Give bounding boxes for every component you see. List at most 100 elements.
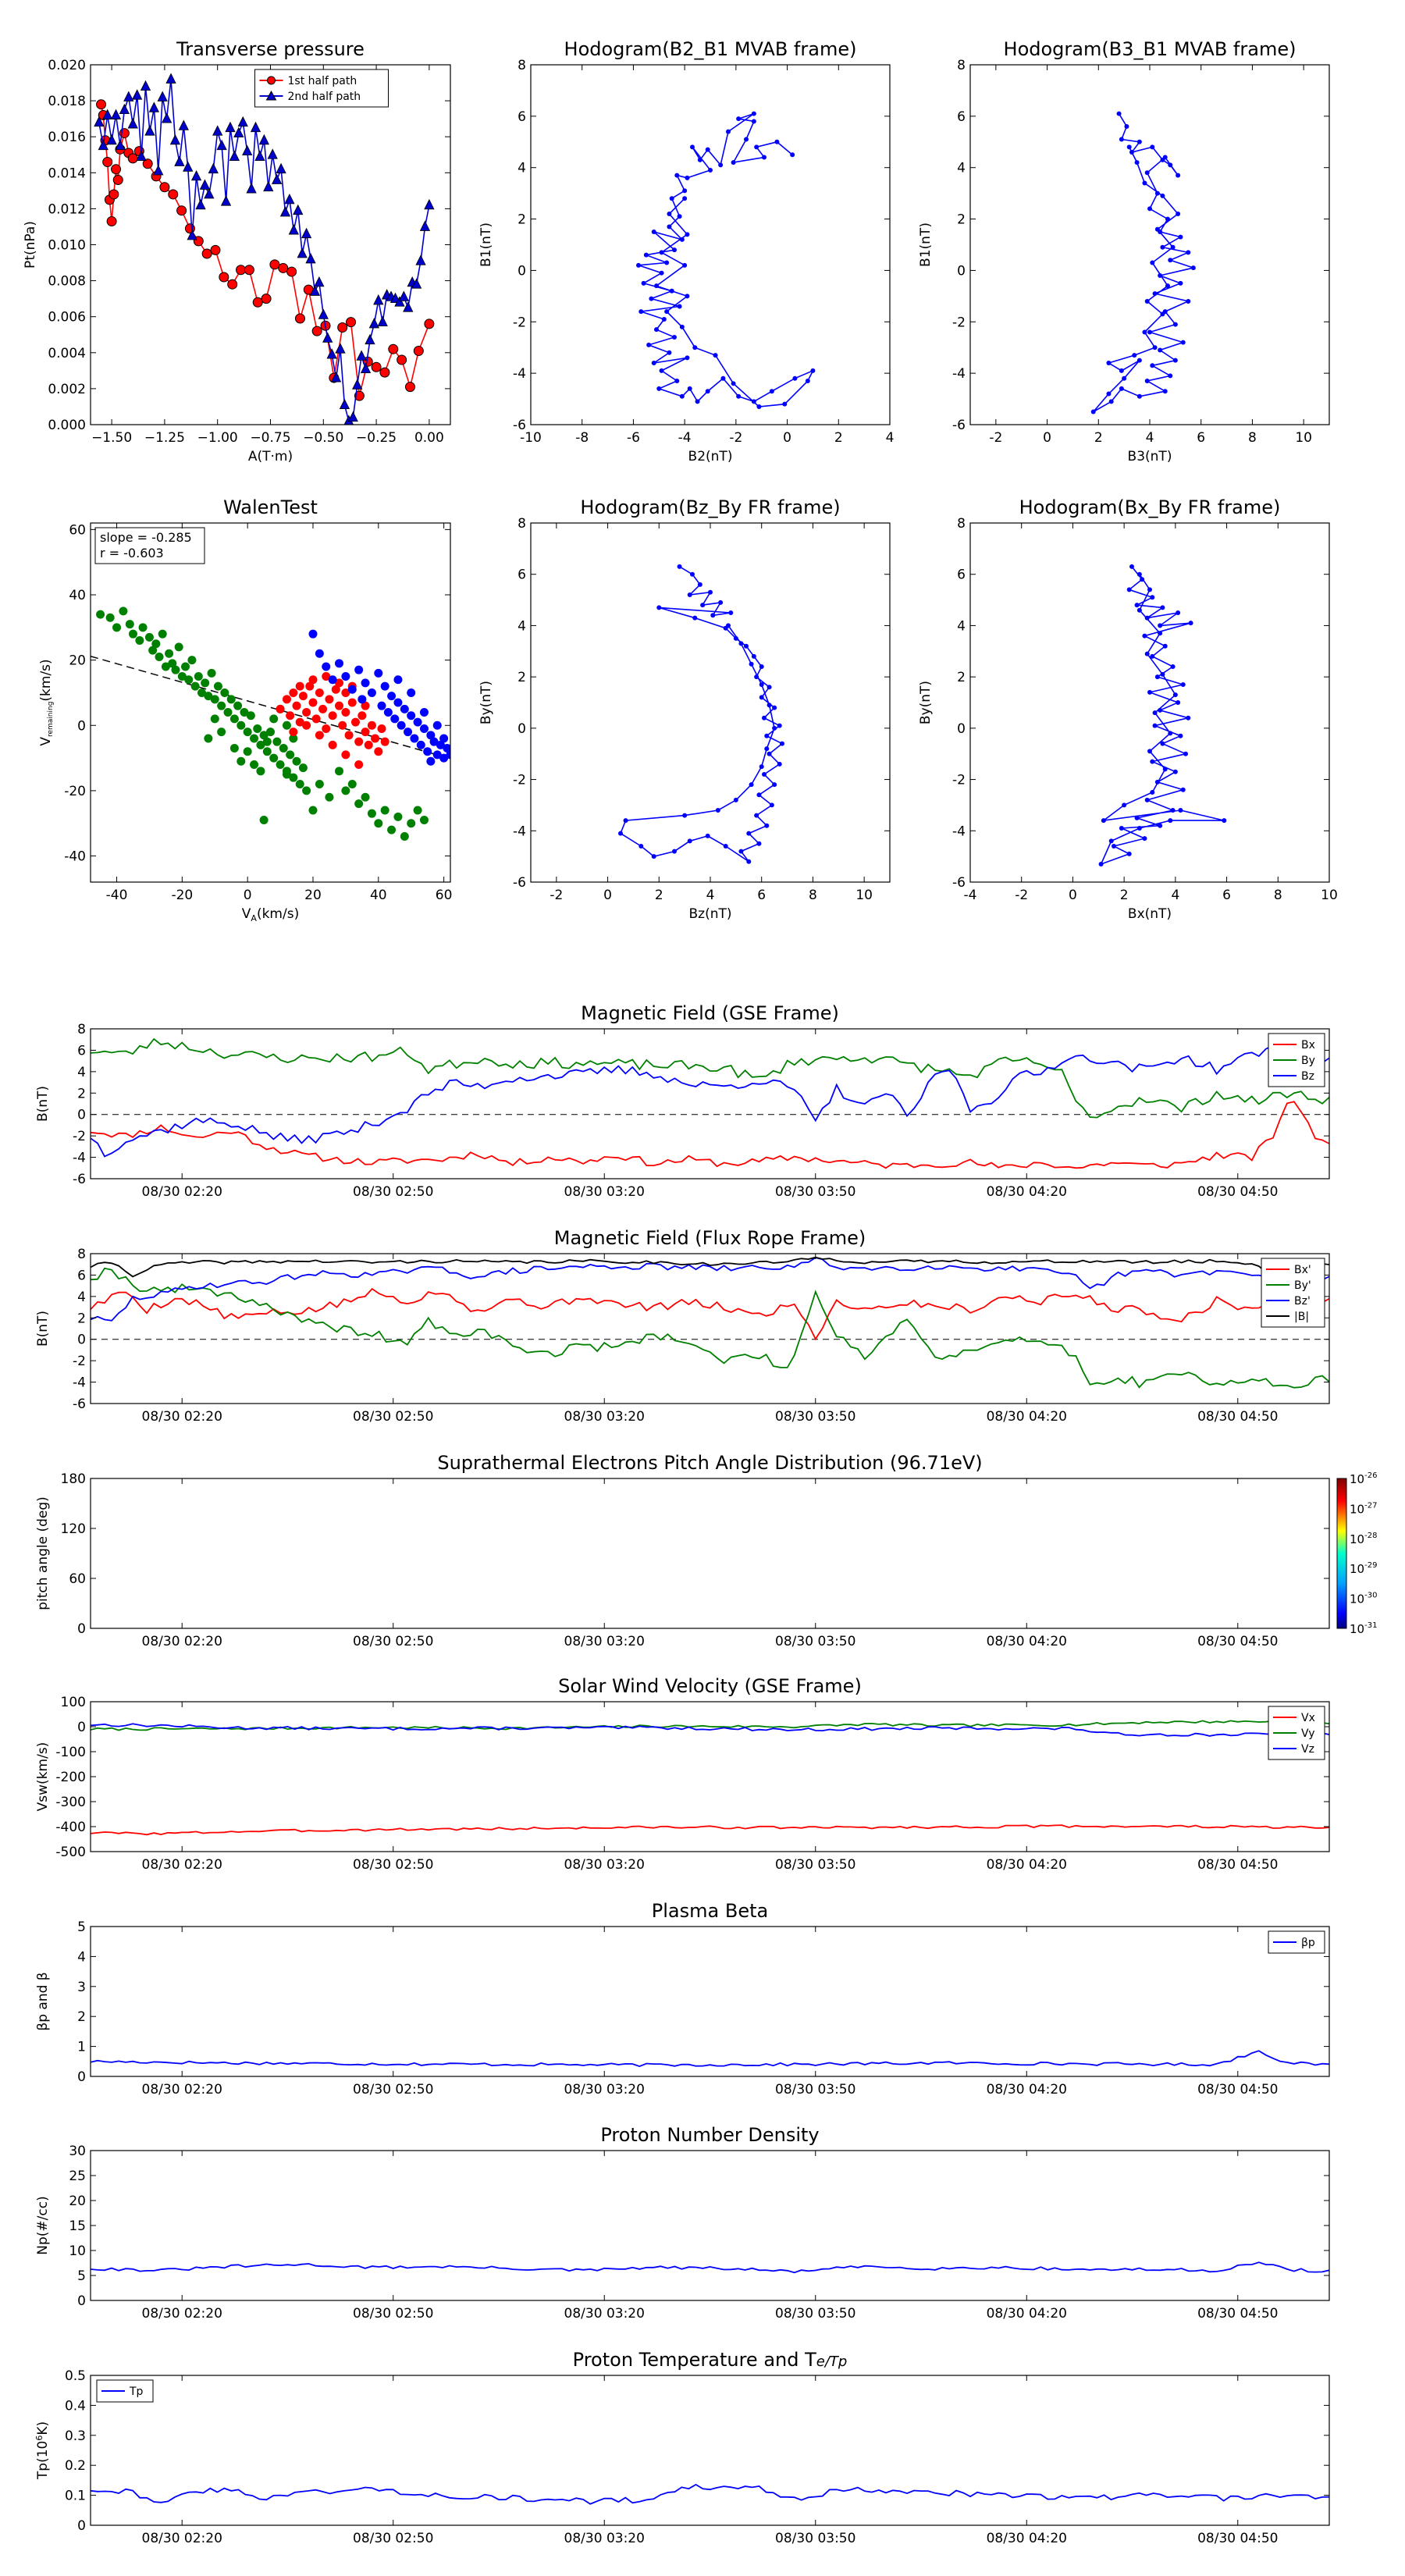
data-marker: [1136, 571, 1142, 577]
data-marker: [1154, 674, 1160, 680]
y-tick-label: 30: [69, 2144, 86, 2159]
data-marker: [746, 831, 752, 836]
y-tick-label: 25: [69, 2169, 86, 2184]
data-marker: [777, 761, 782, 767]
data-marker: [293, 204, 304, 215]
data-marker: [311, 326, 322, 336]
x-tick-label: 2: [1094, 430, 1103, 446]
data-marker: [352, 379, 363, 390]
data-point: [423, 747, 432, 756]
chart-h3: Hodogram(Bz_By FR frame) -6 -4 -2 0 2 4 6 8 -2 0 2 4…: [478, 496, 891, 922]
y-tick-label: 6: [77, 1043, 86, 1059]
data-point: [308, 698, 318, 707]
data-marker: [759, 764, 764, 770]
chart-title: Proton Temperature and Te/Tp: [573, 2349, 848, 2371]
x-tick-label: 08/30 02:50: [353, 1857, 433, 1873]
x-tick-label: 4: [886, 430, 895, 446]
data-marker: [767, 751, 772, 756]
data-marker: [288, 224, 299, 235]
x-axis-label: B2(nT): [688, 449, 733, 464]
data-marker: [661, 316, 667, 322]
data-point: [335, 767, 344, 776]
x-tick-label: 08/30 02:50: [353, 2082, 433, 2097]
x-tick-label: 08/30 02:50: [353, 1634, 433, 1649]
plot-frame: [90, 64, 451, 425]
plot-frame: [969, 64, 1330, 425]
data-point: [295, 681, 304, 691]
y-tick-label: 3: [77, 1980, 86, 1995]
x-tick-label: 08/30 04:20: [987, 1184, 1067, 1200]
data-marker: [1160, 193, 1165, 198]
x-tick-label: −0.75: [250, 430, 290, 446]
x-tick-label: 6: [757, 888, 766, 903]
series-line: [91, 1824, 1329, 1836]
x-axis-label: Bz(nT): [688, 906, 731, 922]
data-marker: [1178, 733, 1183, 738]
data-marker: [258, 133, 270, 145]
data-marker: [1150, 260, 1155, 265]
y-tick-label: 0: [518, 721, 526, 737]
y-tick-label: -200: [55, 1770, 86, 1785]
colorbar-exponent: -31: [1364, 1621, 1377, 1630]
data-point: [338, 720, 347, 730]
data-point: [432, 750, 442, 760]
data-marker: [1129, 564, 1134, 569]
y-tick-label: 0: [518, 263, 526, 279]
data-marker: [220, 195, 232, 206]
x-tick-label: 2: [834, 430, 843, 446]
data-marker: [664, 260, 670, 265]
x-tick-label: 08/30 02:20: [142, 2531, 222, 2546]
data-marker: [651, 229, 656, 235]
data-marker: [1170, 808, 1176, 813]
x-tick-label: 6: [1222, 888, 1231, 903]
data-point: [328, 711, 337, 720]
data-marker: [233, 126, 244, 137]
y-tick-label: 6: [518, 568, 526, 583]
data-point: [416, 740, 425, 749]
data-point: [289, 728, 298, 737]
y-tick-label: 5: [77, 2268, 86, 2284]
chart-title: Proton Number Density: [600, 2124, 819, 2146]
data-point: [429, 737, 439, 746]
data-point: [187, 656, 197, 665]
data-marker: [1144, 379, 1150, 384]
y-tick-label: 0: [77, 2293, 86, 2309]
data-point: [253, 724, 262, 733]
data-point: [380, 737, 389, 746]
x-tick-label: 08/30 04:20: [987, 2082, 1067, 2097]
data-marker: [672, 849, 677, 854]
colorbar-exponent: -26: [1364, 1471, 1377, 1480]
data-marker: [1168, 162, 1173, 168]
series-line: [91, 1267, 1329, 1389]
chart-title: Hodogram(Bz_By FR frame): [580, 496, 840, 518]
data-marker: [1158, 631, 1163, 636]
legend-marker: [267, 76, 276, 85]
data-marker: [1140, 577, 1145, 582]
data-point: [298, 763, 308, 773]
data-point: [407, 711, 416, 720]
data-marker: [1150, 759, 1155, 764]
data-point: [347, 698, 357, 707]
data-marker: [1136, 393, 1142, 399]
data-point: [364, 740, 373, 749]
data-marker: [1222, 818, 1227, 824]
data-marker: [769, 389, 774, 394]
x-tick-label: 08/30 02:20: [142, 2082, 222, 2097]
data-marker: [751, 111, 756, 116]
colorbar-label: 10-26: [1350, 1471, 1377, 1486]
chart-vsw: Solar Wind Velocity (GSE Frame) -500 -400 -…: [35, 1675, 1330, 1873]
data-marker: [115, 139, 126, 151]
y-tick-label: -4: [513, 366, 526, 382]
data-point: [400, 704, 409, 713]
data-marker: [749, 661, 754, 667]
series-line: [91, 2483, 1329, 2505]
y-axis-label-exp: 6: [34, 2435, 44, 2441]
data-point: [190, 681, 200, 691]
data-marker: [687, 592, 692, 597]
data-point: [341, 672, 350, 681]
data-marker: [754, 674, 759, 680]
data-marker: [110, 109, 122, 119]
colorbar-label: 10-30: [1350, 1592, 1377, 1606]
data-marker: [1116, 111, 1122, 116]
data-point: [210, 714, 219, 724]
